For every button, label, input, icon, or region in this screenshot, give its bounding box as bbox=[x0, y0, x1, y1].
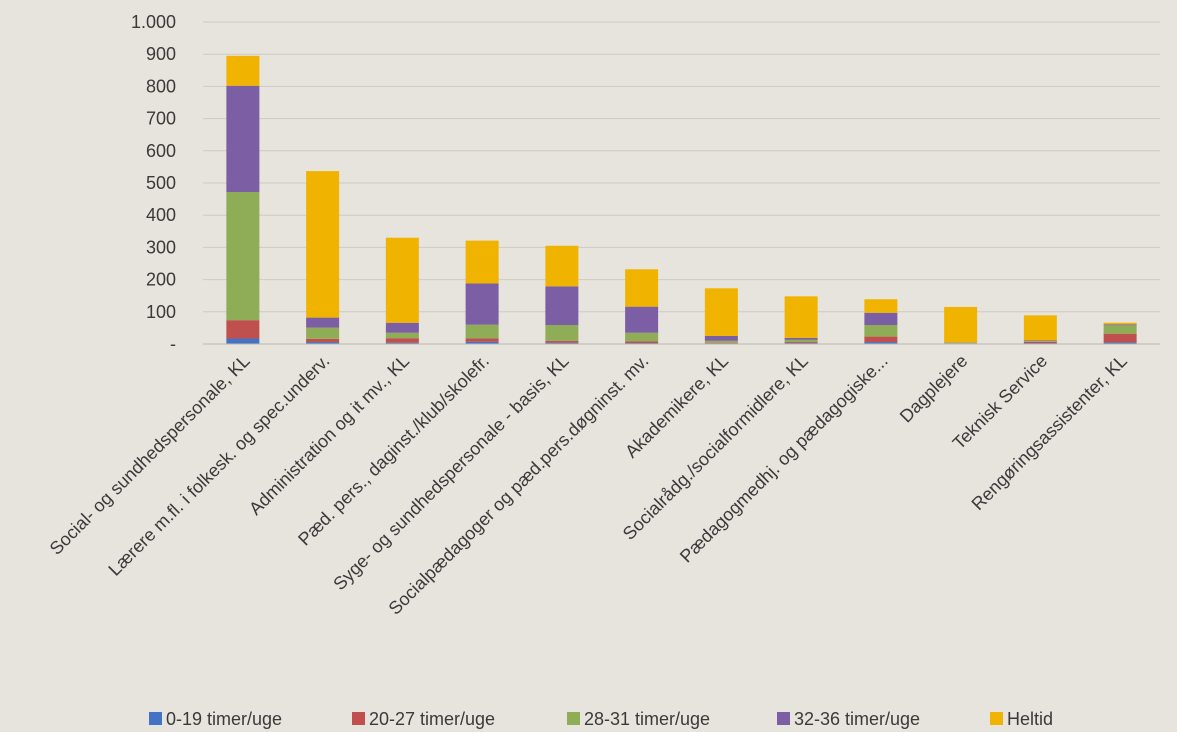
y-tick-label: - bbox=[170, 334, 176, 354]
bar-segment bbox=[1023, 341, 1057, 344]
bar-segment bbox=[306, 317, 340, 328]
bar-segment bbox=[385, 237, 419, 323]
y-tick-label: 600 bbox=[146, 141, 176, 161]
y-tick-label: 300 bbox=[146, 237, 176, 257]
bar-segment bbox=[465, 341, 499, 344]
bar-segment bbox=[1103, 322, 1137, 325]
bar-segment bbox=[226, 192, 260, 321]
bar-segment bbox=[385, 332, 419, 339]
bar-segment bbox=[625, 269, 659, 307]
bar-segment bbox=[1103, 342, 1137, 344]
bar-segment bbox=[864, 336, 898, 343]
y-tick-label: 1.000 bbox=[131, 12, 176, 32]
bar-segment bbox=[545, 342, 579, 344]
bar-segment bbox=[625, 306, 659, 333]
bar-segment bbox=[306, 327, 340, 339]
bar-segment bbox=[226, 338, 260, 344]
bar-segment bbox=[704, 342, 738, 344]
legend-label: 32-36 timer/uge bbox=[794, 709, 920, 729]
bar-segment bbox=[625, 332, 659, 342]
bar-segment bbox=[1023, 341, 1057, 342]
bar-segment bbox=[465, 283, 499, 325]
bar-segment bbox=[864, 299, 898, 313]
bar-segment bbox=[545, 325, 579, 341]
bar-segment bbox=[545, 286, 579, 326]
bar-segment bbox=[385, 338, 419, 343]
bar-segment bbox=[1103, 333, 1137, 343]
legend-swatch bbox=[990, 712, 1003, 725]
x-tick-label: Rengøringsassistenter, KL bbox=[968, 351, 1131, 514]
bar-segment bbox=[226, 55, 260, 86]
bar-segment bbox=[306, 342, 340, 344]
gridlines bbox=[203, 21, 1160, 345]
legend-label: 28-31 timer/uge bbox=[584, 709, 710, 729]
bar-segment bbox=[944, 306, 978, 343]
legend-item: 32-36 timer/uge bbox=[777, 709, 920, 729]
bar-segment bbox=[545, 245, 579, 287]
legend-item: Heltid bbox=[990, 709, 1053, 729]
bar-segment bbox=[784, 339, 818, 343]
bar-segment bbox=[226, 320, 260, 339]
bar-segment bbox=[385, 322, 419, 333]
bar-segment bbox=[1103, 325, 1137, 334]
bar-segment bbox=[306, 171, 340, 318]
y-tick-label: 200 bbox=[146, 270, 176, 290]
y-tick-label: 800 bbox=[146, 76, 176, 96]
legend-label: Heltid bbox=[1007, 709, 1053, 729]
bar-segment bbox=[465, 324, 499, 339]
y-tick-label: 700 bbox=[146, 109, 176, 129]
y-tick-label: 400 bbox=[146, 205, 176, 225]
y-tick-label: 900 bbox=[146, 44, 176, 64]
x-tick-label: Dagplejere bbox=[896, 351, 972, 427]
legend-label: 20-27 timer/uge bbox=[369, 709, 495, 729]
bar-segment bbox=[545, 340, 579, 343]
bar-segment bbox=[465, 338, 499, 342]
legend-swatch bbox=[567, 712, 580, 725]
bar-segment bbox=[704, 340, 738, 343]
bar-segment bbox=[306, 338, 340, 343]
legend-swatch bbox=[149, 712, 162, 725]
bar-segment bbox=[1103, 324, 1137, 326]
bar-segment bbox=[465, 240, 499, 284]
bar-segment bbox=[864, 342, 898, 344]
bar-segment bbox=[385, 342, 419, 344]
legend-item: 0-19 timer/uge bbox=[149, 709, 282, 729]
legend-item: 20-27 timer/uge bbox=[352, 709, 495, 729]
x-tick-label: Administration og it mv., KL bbox=[245, 351, 413, 519]
bar-segment bbox=[784, 337, 818, 340]
bar-segment bbox=[704, 288, 738, 336]
y-tick-label: 100 bbox=[146, 302, 176, 322]
y-axis: - 100 200 300 400 500 600 700 800 900 1.000 bbox=[131, 12, 176, 354]
legend-swatch bbox=[352, 712, 365, 725]
bars bbox=[226, 55, 1137, 344]
bar-segment bbox=[1023, 340, 1057, 342]
bar-segment bbox=[944, 342, 978, 344]
legend-item: 28-31 timer/uge bbox=[567, 709, 710, 729]
legend-swatch bbox=[777, 712, 790, 725]
y-tick-label: 500 bbox=[146, 173, 176, 193]
bar-segment bbox=[226, 85, 260, 193]
bar-segment bbox=[704, 335, 738, 341]
bar-segment bbox=[784, 296, 818, 338]
bar-segment bbox=[625, 341, 659, 344]
legend-label: 0-19 timer/uge bbox=[166, 709, 282, 729]
legend: 0-19 timer/uge 20-27 timer/uge 28-31 timer… bbox=[149, 709, 1053, 729]
bar-segment bbox=[1023, 315, 1057, 341]
bar-segment bbox=[784, 342, 818, 344]
bar-segment bbox=[864, 312, 898, 326]
bar-segment bbox=[864, 325, 898, 337]
